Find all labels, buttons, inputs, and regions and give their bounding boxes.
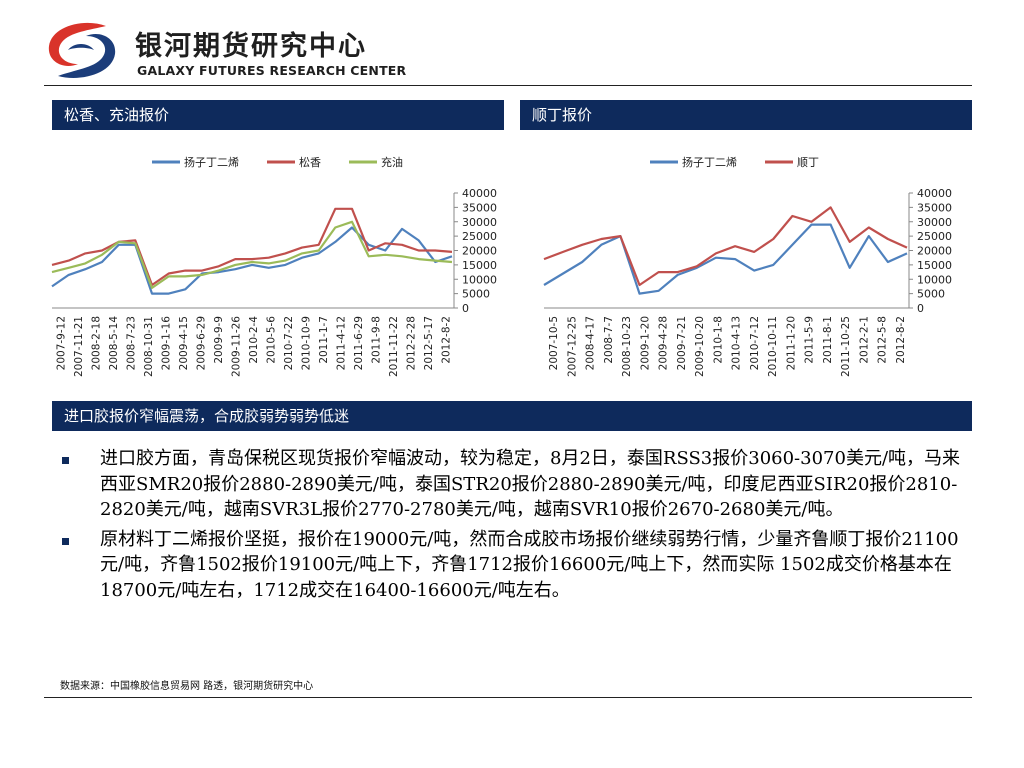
y-tick-label: 40000 (917, 187, 952, 200)
x-tick-label: 2009-6-29 (196, 316, 208, 370)
x-tick-label: 2008-10-23 (621, 316, 633, 377)
y-tick-label: 15000 (462, 259, 497, 272)
series-line (51, 220, 453, 289)
x-tick-label: 2012-8-2 (440, 316, 452, 364)
x-tick-label: 2012-2-28 (405, 316, 417, 370)
x-tick-label: 2007-11-21 (73, 316, 85, 377)
y-tick-label: 20000 (462, 245, 497, 258)
legend-label: 扬子丁二烯 (184, 155, 239, 169)
x-tick-label: 2008-5-14 (108, 316, 120, 371)
x-tick-label: 2010-10-9 (300, 316, 312, 370)
y-tick-label: 25000 (917, 230, 952, 243)
y-tick-label: 10000 (462, 273, 497, 286)
x-tick-label: 2008-4-17 (585, 316, 597, 370)
x-tick-label: 2011-1-20 (785, 316, 797, 370)
x-tick-label: 2011-1-7 (318, 316, 330, 364)
commentary-list: 进口胶方面，青岛保税区现货报价窄幅波动，较为稳定，8月2日，泰国RSS3报价30… (62, 446, 962, 607)
x-tick-label: 2011-10-25 (840, 316, 852, 377)
x-tick-label: 2007-9-12 (56, 316, 68, 370)
y-tick-label: 20000 (917, 245, 952, 258)
x-tick-label: 2007-10-5 (548, 316, 560, 370)
section-title-rosin-oil: 松香、充油报价 (52, 100, 504, 130)
x-tick-label: 2010-1-8 (712, 316, 724, 364)
brand-name-en: GALAXY FUTURES RESEARCH CENTER (137, 63, 407, 78)
legend-item: 顺丁 (765, 156, 819, 169)
x-tick-label: 2009-10-20 (694, 316, 706, 377)
x-tick-label: 2009-11-26 (231, 316, 243, 377)
commentary-item: 原材料丁二烯报价坚挺，报价在19000元/吨，然而合成胶市场报价继续弱势行情，少… (62, 527, 962, 604)
legend-item: 扬子丁二烯 (650, 155, 737, 169)
series-line (543, 223, 908, 295)
x-tick-label: 2011-9-8 (370, 316, 382, 364)
x-tick-label: 2010-2-4 (248, 316, 260, 364)
y-tick-label: 35000 (917, 201, 952, 214)
bullet-square-icon (62, 537, 69, 545)
x-tick-label: 2008-7-7 (603, 316, 615, 364)
galaxy-logo (44, 20, 120, 80)
legend-item: 充油 (349, 155, 403, 169)
legend-item: 松香 (267, 155, 321, 169)
legend-label: 扬子丁二烯 (682, 155, 737, 169)
y-tick-label: 5000 (462, 288, 490, 301)
chart-rosin-oil: 扬子丁二烯 松香 充油 40000 35000 30000 25000 20000 15000 1… (46, 146, 508, 386)
x-tick-label: 2011-5-9 (804, 316, 816, 364)
series-line (543, 206, 908, 287)
x-tick-label: 2010-7-12 (749, 316, 761, 370)
bullet-square-icon (62, 457, 69, 464)
x-tick-label: 2010-5-6 (265, 316, 277, 364)
y-tick-label: 0 (917, 302, 924, 315)
x-tick-label: 2007-12-25 (566, 316, 578, 377)
x-tick-label: 2010-4-13 (731, 316, 743, 370)
x-tick-label: 2010-10-11 (767, 316, 779, 377)
y-tick-label: 30000 (917, 216, 952, 229)
y-tick-label: 5000 (917, 288, 945, 301)
series-line (51, 226, 453, 295)
galaxy-logo-icon (48, 22, 116, 78)
y-tick-label: 35000 (462, 201, 497, 214)
y-tick-label: 30000 (462, 216, 497, 229)
section-title-rubber: 进口胶报价窄幅震荡，合成胶弱势弱势低迷 (52, 401, 972, 431)
y-tick-label: 25000 (462, 230, 497, 243)
x-tick-label: 2011-6-29 (353, 316, 365, 370)
y-tick-label: 10000 (917, 273, 952, 286)
legend-label: 顺丁 (797, 156, 819, 169)
y-tick-label: 40000 (462, 187, 497, 200)
x-tick-label: 2012-5-8 (877, 316, 889, 364)
x-tick-label: 2012-5-17 (423, 316, 435, 370)
x-tick-label: 2008-7-23 (126, 316, 138, 370)
x-tick-label: 2012-8-2 (895, 316, 907, 364)
x-tick-label: 2008-10-31 (143, 316, 155, 377)
x-tick-label: 2011-4-12 (335, 316, 347, 370)
x-tick-label: 2009-1-16 (161, 316, 173, 371)
x-tick-label: 2010-7-22 (283, 316, 295, 370)
y-tick-label: 0 (462, 302, 469, 315)
legend-label: 松香 (299, 155, 321, 169)
x-tick-label: 2011-8-1 (822, 316, 834, 364)
legend-item: 扬子丁二烯 (152, 155, 239, 169)
chart-br: 扬子丁二烯 顺丁 40000 35000 30000 25000 20000 15000 100… (538, 146, 968, 386)
brand-name-cn: 银河期货研究中心 (135, 31, 367, 62)
data-source: 数据来源：中国橡胶信息贸易网 路透，银河期货研究中心 (60, 681, 314, 692)
section-title-br: 顺丁报价 (520, 100, 972, 130)
x-tick-label: 2009-7-21 (676, 316, 688, 370)
commentary-text: 进口胶方面，青岛保税区现货报价窄幅波动，较为稳定，8月2日，泰国RSS3报价30… (100, 448, 961, 520)
x-tick-label: 2009-1-20 (639, 316, 651, 370)
x-tick-label: 2009-9-9 (213, 316, 225, 364)
x-tick-label: 2008-2-18 (91, 316, 103, 370)
y-tick-label: 15000 (917, 259, 952, 272)
commentary-text: 原材料丁二烯报价坚挺，报价在19000元/吨，然而合成胶市场报价继续弱势行情，少… (100, 528, 959, 601)
x-tick-label: 2009-4-28 (658, 316, 670, 370)
footer-divider (44, 697, 972, 698)
header-divider (44, 85, 972, 86)
legend-label: 充油 (381, 155, 403, 169)
x-tick-label: 2011-11-22 (388, 316, 400, 377)
x-tick-label: 2009-4-15 (178, 316, 190, 370)
commentary-item: 进口胶方面，青岛保税区现货报价窄幅波动，较为稳定，8月2日，泰国RSS3报价30… (62, 446, 962, 523)
x-tick-label: 2012-2-1 (858, 316, 870, 364)
